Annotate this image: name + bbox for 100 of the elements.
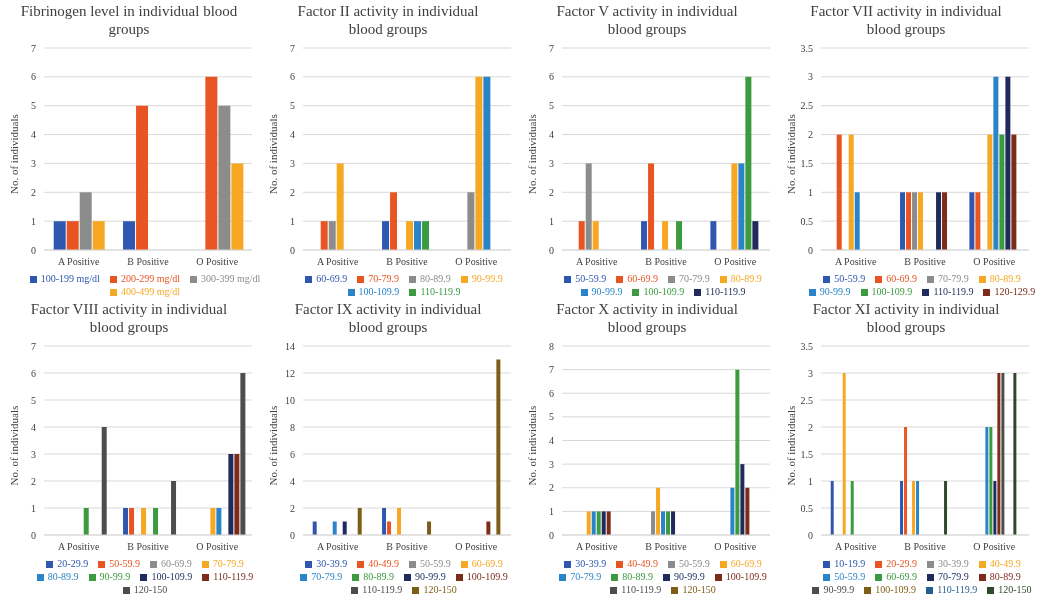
legend-label: 60-69.9 <box>627 273 658 284</box>
legend-label: 50-59.9 <box>575 273 607 284</box>
legend-label: 110-119.9 <box>705 286 746 297</box>
y-tick-label: 0 <box>31 244 36 256</box>
bar <box>745 76 752 250</box>
y-tick-label: 5 <box>549 411 554 423</box>
x-tick-label: B Positive <box>645 541 688 553</box>
y-tick-label: 1 <box>549 505 554 517</box>
chart-title: Factor VIII activity in individual blood groups <box>29 300 229 337</box>
bar <box>496 359 501 535</box>
bar <box>422 221 430 250</box>
bar <box>676 221 683 250</box>
legend-label: 20-29.9 <box>886 558 917 569</box>
y-tick-label: 2 <box>290 186 295 198</box>
y-axis-title: No. of individuals <box>784 405 797 486</box>
chart-title: Factor X activity in individual blood groups <box>555 300 739 337</box>
bar <box>475 76 483 250</box>
y-axis-title: No. of individuals <box>266 114 279 194</box>
bar <box>1013 373 1017 535</box>
y-tick-label: 4 <box>549 435 554 447</box>
bar <box>745 487 750 535</box>
chart-title: Factor V activity in individual blood groups <box>555 2 739 39</box>
legend-label: 80-89.9 <box>730 273 762 284</box>
bar <box>66 221 79 250</box>
legend-label: 50-59.9 <box>679 558 710 569</box>
y-tick-label: 4 <box>31 421 36 433</box>
bar <box>944 481 948 535</box>
legend-label: 60-69.9 <box>471 558 503 569</box>
y-tick-label: 2 <box>31 186 36 198</box>
legend-label: 40-49.9 <box>627 558 658 569</box>
y-tick-label: 6 <box>549 387 554 399</box>
bar <box>900 192 906 250</box>
y-tick-label: 6 <box>549 71 554 83</box>
legend-label: 50-59.9 <box>834 273 866 284</box>
bar <box>136 105 149 250</box>
y-tick-label: 2 <box>549 482 554 494</box>
legend-label: 100-109.9 <box>875 584 917 595</box>
bar <box>942 192 948 250</box>
x-tick-label: A Positive <box>316 256 359 268</box>
bar <box>228 454 234 535</box>
bar <box>578 221 585 250</box>
legend-label: 100-109.9 <box>358 286 400 297</box>
bar <box>596 511 601 535</box>
legend-label: 100-109.9 <box>643 286 685 297</box>
bar <box>854 192 860 250</box>
legend-label: 110-119.9 <box>621 584 662 595</box>
x-tick-label: B Positive <box>645 256 688 268</box>
chart-title: Fibrinogen level in individual blood groups <box>19 2 239 39</box>
y-tick-label: 8 <box>549 340 554 352</box>
legend-label: 90-99.9 <box>99 571 131 582</box>
legend-label: 120-150 <box>682 584 716 595</box>
y-tick-label: 3.5 <box>800 42 813 54</box>
bar <box>320 221 328 250</box>
legend-label: 400-499 mg/dl <box>120 286 181 297</box>
bar <box>586 511 591 535</box>
bar <box>390 192 398 250</box>
bar <box>997 373 1001 535</box>
chart-title: Factor VII activity in individual blood groups <box>809 2 1003 39</box>
legend-label: 70-79.9 <box>938 273 969 284</box>
legend-label: 30-39.9 <box>316 558 348 569</box>
chart-title: Factor II activity in individual blood groups <box>296 2 480 39</box>
y-tick-label: 6 <box>31 367 36 379</box>
bar <box>904 427 908 535</box>
bar <box>123 221 136 250</box>
y-tick-label: 1.5 <box>800 448 813 460</box>
y-tick-label: 1 <box>290 215 295 227</box>
y-tick-label: 3 <box>290 157 295 169</box>
x-tick-label: A Positive <box>575 541 618 553</box>
bar <box>231 163 244 250</box>
legend-label: 80-89.9 <box>420 273 451 284</box>
y-axis-title: No. of individuals <box>7 114 20 194</box>
bar <box>240 373 246 535</box>
bar <box>993 481 997 535</box>
y-tick-label: 4 <box>31 129 36 141</box>
y-tick-label: 5 <box>290 100 295 112</box>
y-tick-label: 5 <box>31 100 36 112</box>
bar <box>936 192 942 250</box>
bar <box>218 105 231 250</box>
y-tick-label: 0 <box>808 529 813 541</box>
y-tick-label: 3 <box>31 157 36 169</box>
legend-label: 60-69.9 <box>886 571 917 582</box>
bar <box>382 508 387 535</box>
y-tick-label: 1 <box>808 186 813 198</box>
bar <box>975 192 981 250</box>
bar <box>848 134 854 250</box>
bar <box>210 508 216 535</box>
bar <box>414 221 422 250</box>
y-tick-label: 0 <box>808 244 813 256</box>
bar <box>731 163 738 250</box>
bar <box>842 373 846 535</box>
y-tick-label: 0.5 <box>800 502 813 514</box>
y-tick-label: 2 <box>808 421 813 433</box>
legend-label: 90-99.9 <box>591 286 623 297</box>
bar <box>53 221 66 250</box>
legend-label: 200-299 mg/dl <box>120 273 181 284</box>
bar <box>92 221 105 250</box>
legend-label: 50-59.9 <box>834 571 866 582</box>
x-tick-label: B Positive <box>386 256 429 268</box>
legend-label: 50-59.9 <box>109 558 140 569</box>
y-tick-label: 2 <box>808 129 813 141</box>
